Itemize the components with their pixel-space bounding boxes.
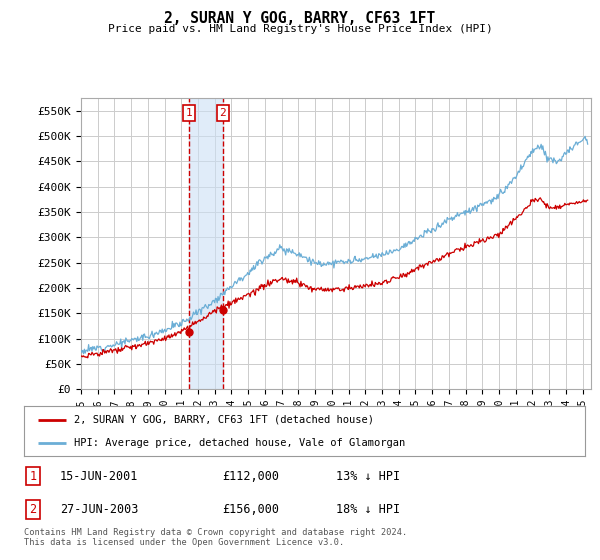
Text: HPI: Average price, detached house, Vale of Glamorgan: HPI: Average price, detached house, Vale… — [74, 438, 406, 448]
Text: 1: 1 — [185, 108, 192, 118]
Text: 1: 1 — [29, 469, 37, 483]
Text: £112,000: £112,000 — [222, 469, 279, 483]
Text: 27-JUN-2003: 27-JUN-2003 — [60, 503, 139, 516]
Text: 18% ↓ HPI: 18% ↓ HPI — [336, 503, 400, 516]
Text: 2: 2 — [220, 108, 226, 118]
Text: £156,000: £156,000 — [222, 503, 279, 516]
Text: 15-JUN-2001: 15-JUN-2001 — [60, 469, 139, 483]
Bar — [189, 98, 223, 389]
Text: 2: 2 — [29, 503, 37, 516]
Text: 2, SURAN Y GOG, BARRY, CF63 1FT (detached house): 2, SURAN Y GOG, BARRY, CF63 1FT (detache… — [74, 414, 374, 424]
Text: 2, SURAN Y GOG, BARRY, CF63 1FT: 2, SURAN Y GOG, BARRY, CF63 1FT — [164, 11, 436, 26]
Text: Price paid vs. HM Land Registry's House Price Index (HPI): Price paid vs. HM Land Registry's House … — [107, 24, 493, 34]
Text: Contains HM Land Registry data © Crown copyright and database right 2024.
This d: Contains HM Land Registry data © Crown c… — [24, 528, 407, 547]
Text: 13% ↓ HPI: 13% ↓ HPI — [336, 469, 400, 483]
